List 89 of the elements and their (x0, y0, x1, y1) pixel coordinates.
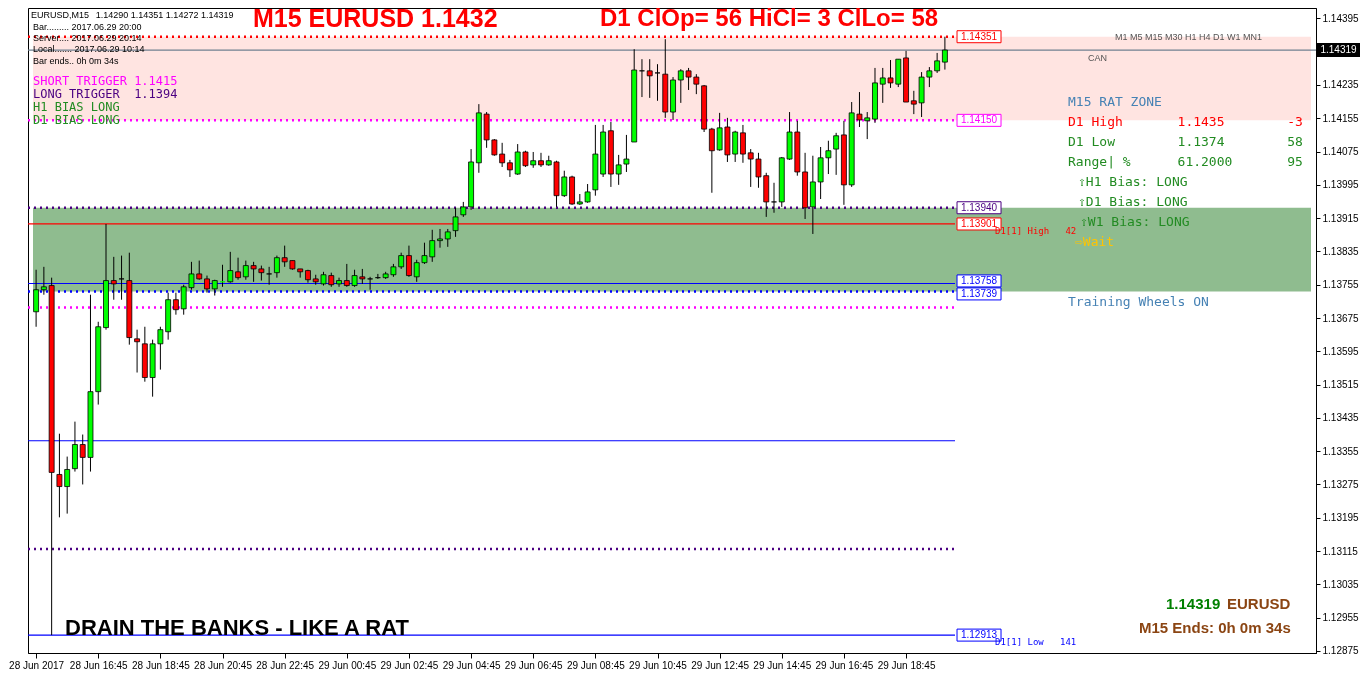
candlestick (538, 152, 544, 168)
candlestick (833, 132, 840, 176)
x-tick-label: 29 Jun 00:45 (318, 659, 377, 671)
annotation: DRAIN THE BANKS - LIKE A RAT (65, 615, 410, 640)
text: Range| % 61.2000 95 (1068, 154, 1303, 169)
annotation: Bar......... 2017.06.29 20:00 (33, 22, 142, 32)
x-tick-label: 29 Jun 18:45 (877, 659, 936, 671)
annotation: EURUSD (1227, 595, 1291, 612)
text: D1[1] High 42 (995, 226, 1077, 236)
y-tick-label: 1.14075 (1322, 146, 1360, 158)
annotation: M15 EURUSD 1.1432 (253, 4, 498, 32)
ref-line-label: 1.13940 (960, 201, 998, 213)
y-tick-label: 1.14235 (1322, 79, 1360, 91)
annotation: M15 RAT ZONE (1068, 94, 1162, 109)
y-tick-label: 1.13195 (1322, 512, 1360, 524)
annotation: Training Wheels ON (1068, 294, 1209, 309)
y-tick-label: 1.14155 (1322, 112, 1360, 124)
y-tick-label: 1.13035 (1322, 578, 1360, 590)
candlestick (118, 255, 125, 301)
x-tick-label: 28 Jun 16:45 (69, 659, 129, 671)
y-tick-label: 1.13115 (1322, 545, 1359, 557)
y-tick-label: 1.13675 (1322, 312, 1360, 324)
candlestick (646, 58, 653, 99)
annotation: Server.... 2017.06.29 20:14 (33, 33, 142, 43)
candlestick (507, 159, 513, 178)
annotation: ⇨Wait (1075, 234, 1115, 249)
x-tick-label: 29 Jun 02:45 (380, 659, 439, 671)
x-tick-label: 28 Jun 18:45 (131, 659, 191, 671)
annotation: Local....... 2017.06.29 10:14 (33, 44, 145, 54)
annotation: ⇧H1 Bias: LONG (1078, 174, 1188, 189)
x-tick-label: 29 Jun 06:45 (504, 659, 564, 671)
text: LONG TRIGGER 1.1394 (33, 87, 178, 101)
x-tick-label: 28 Jun 20:45 (194, 659, 253, 671)
y-tick-label: 1.12875 (1322, 645, 1360, 657)
annotation: H1 BIAS LONG (33, 100, 120, 114)
x-tick-label: 29 Jun 14:45 (753, 659, 812, 671)
y-tick-label: 1.14395 (1322, 12, 1360, 24)
annotation: M15 Ends: 0h 0m 34s (1139, 619, 1291, 636)
candlestick (367, 276, 374, 291)
x-tick-label: 29 Jun 16:45 (815, 659, 874, 671)
candlestick (452, 207, 459, 238)
ref-line-label: 1.14351 (960, 30, 998, 42)
text: D1 Low 1.1374 58 (1068, 134, 1303, 149)
y-tick-label: 1.13435 (1322, 412, 1360, 424)
x-tick-label: 29 Jun 04:45 (442, 659, 501, 671)
y-tick-label: 1.13595 (1322, 345, 1360, 357)
ref-line-label: 1.13739 (960, 287, 998, 299)
ref-line-label: 1.13758 (960, 274, 998, 286)
y-tick-label: 1.13355 (1322, 445, 1360, 457)
annotation: D1 BIAS LONG (33, 113, 120, 127)
ref-line-label: 1.14150 (960, 114, 998, 126)
y-tick-label: 1.13515 (1322, 379, 1360, 391)
annotation: M1 M5 M15 M30 H1 H4 D1 W1 MN1 (1115, 32, 1263, 42)
x-tick-label: 29 Jun 10:45 (629, 659, 688, 671)
annotation: CAN (1088, 53, 1108, 63)
candlestick (771, 182, 777, 214)
candlestick (33, 269, 40, 328)
candlestick (110, 256, 117, 301)
x-tick-label: 28 Jun 2017 (9, 659, 65, 671)
candlestick (134, 329, 140, 374)
x-tick-label: 28 Jun 22:45 (256, 659, 315, 671)
annotation: 1.14319 (1166, 595, 1221, 612)
candlestick (173, 292, 179, 316)
candlestick (437, 228, 443, 249)
candlestick (740, 124, 746, 164)
y-tick-label: 1.13995 (1322, 179, 1360, 191)
ref-line-label: 1.14319 (1320, 44, 1358, 56)
x-tick-label: 29 Jun 08:45 (566, 659, 626, 671)
annotation: Bar ends.. 0h 0m 34s (33, 56, 120, 66)
annotation: EURUSD,M15 1.14290 1.14351 1.14272 1.14319 (31, 10, 234, 20)
candlestick (406, 245, 412, 278)
candlestick (227, 251, 234, 284)
y-tick-label: 1.13915 (1322, 212, 1360, 224)
candlestick (274, 255, 280, 279)
annotation: D1 ClOp= 56 HiCl= 3 ClLo= 58 (600, 4, 939, 31)
candlestick (266, 266, 273, 286)
candlestick (942, 36, 948, 71)
text: D1 High 1.1435 -3 (1068, 114, 1303, 129)
candlestick (235, 257, 241, 281)
annotation: ⇧D1 Bias: LONG (1078, 194, 1188, 209)
candlestick (654, 63, 661, 102)
y-tick-label: 1.13755 (1322, 279, 1360, 291)
annotation: ⇧W1 Bias: LONG (1080, 214, 1190, 229)
annotation: SHORT TRIGGER 1.1415 (33, 74, 178, 88)
y-tick-label: 1.12955 (1322, 612, 1360, 624)
text: D1[1] Low 141 (995, 637, 1077, 647)
y-tick-label: 1.13275 (1322, 478, 1360, 490)
x-tick-label: 29 Jun 12:45 (691, 659, 750, 671)
y-tick-label: 1.13835 (1322, 245, 1360, 257)
